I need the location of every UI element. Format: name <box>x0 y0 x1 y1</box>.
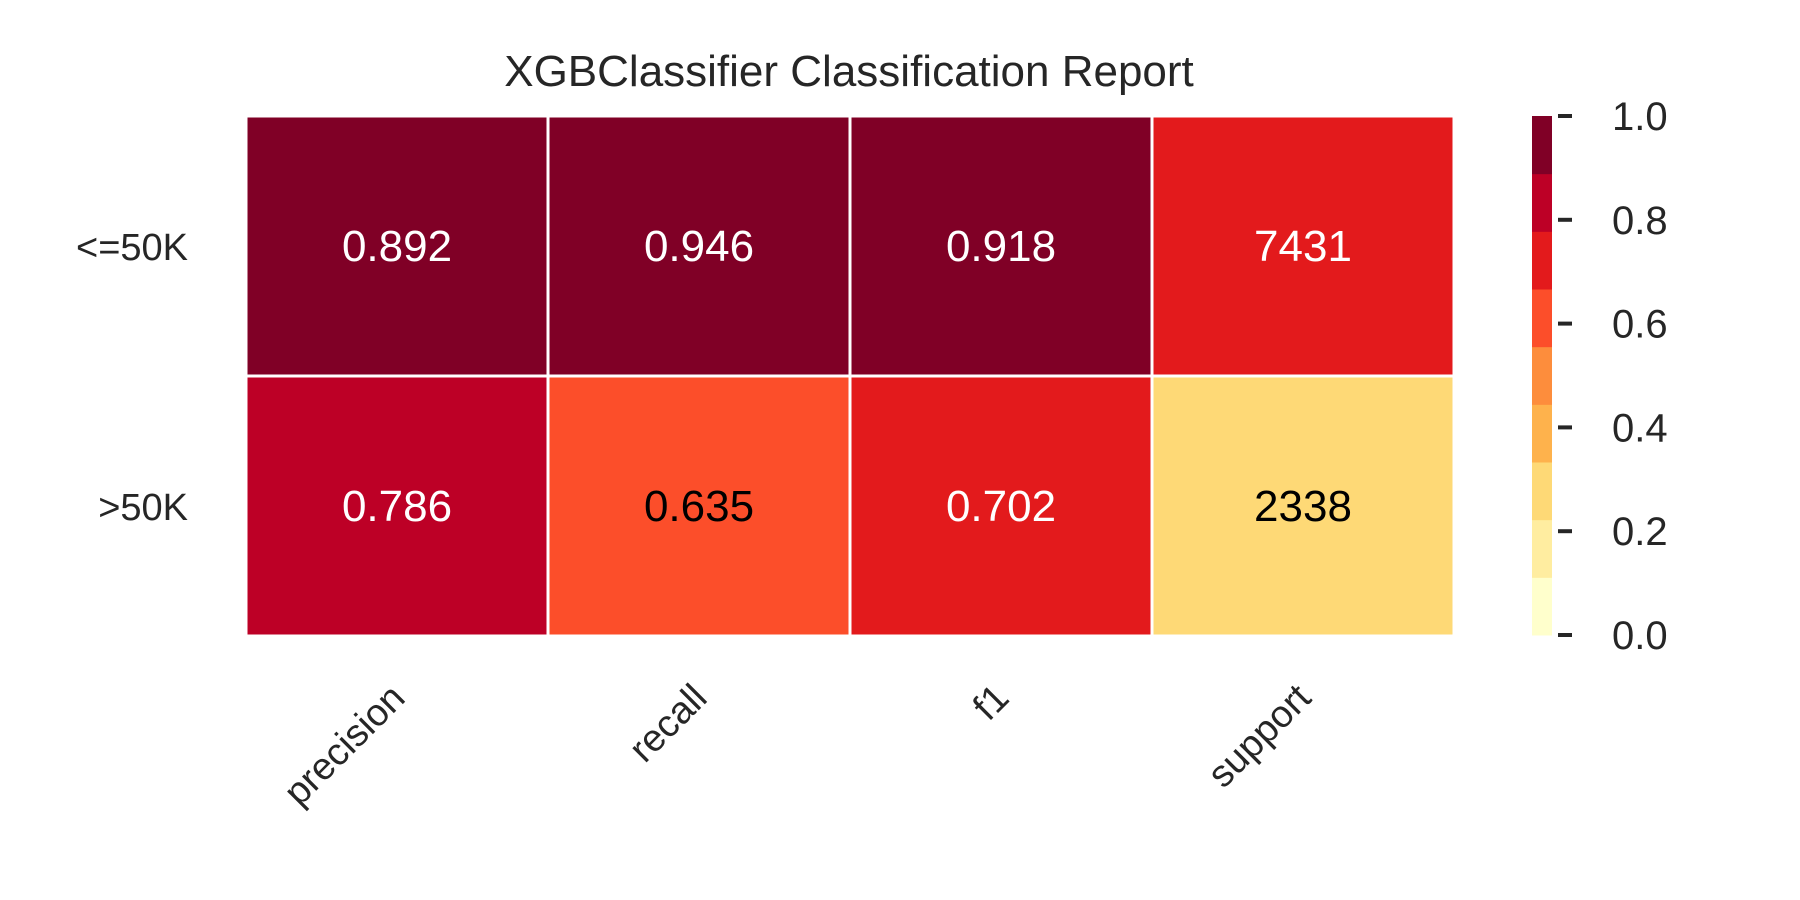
cell-value-label: 0.702 <box>946 482 1056 531</box>
heatmap-cell <box>546 374 852 638</box>
cell-value-label: 7431 <box>1254 222 1352 271</box>
colorbar-segment <box>1532 173 1552 232</box>
colorbar-segment <box>1532 231 1552 290</box>
colorbar-segment <box>1532 404 1552 463</box>
colorbar-tick-label: 0.8 <box>1612 199 1668 243</box>
heatmap-cell <box>244 374 550 638</box>
colorbar-tick-label: 0.0 <box>1612 614 1668 658</box>
heatmap-cell <box>1150 374 1456 638</box>
cell-value-label: 0.786 <box>342 482 452 531</box>
cell-value-label: 0.918 <box>946 222 1056 271</box>
column-label: f1 <box>965 677 1017 729</box>
cell-value-label: 0.946 <box>644 222 754 271</box>
colorbar-segment <box>1532 289 1552 348</box>
row-label: <=50K <box>76 227 188 269</box>
row-label: >50K <box>98 487 188 529</box>
colorbar-segment <box>1532 462 1552 521</box>
heatmap-cell <box>546 114 852 378</box>
column-label: precision <box>276 677 413 814</box>
cell-value-label: 0.635 <box>644 482 754 531</box>
colorbar-tick-label: 1.0 <box>1612 95 1668 139</box>
column-label: recall <box>621 677 715 771</box>
cell-value-label: 0.892 <box>342 222 452 271</box>
colorbar: 0.0 0.2 0.4 0.6 0.8 1.0 <box>1532 95 1668 658</box>
colorbar-tick-label: 0.4 <box>1612 406 1668 450</box>
colorbar-tick-label: 0.6 <box>1612 303 1668 347</box>
colorbar-segment <box>1532 577 1552 636</box>
x-axis-tick-labels: precision recall f1 support <box>276 676 1320 814</box>
chart-title: XGBClassifier Classification Report <box>504 47 1194 96</box>
cell-value-label: 2338 <box>1254 482 1352 531</box>
column-label: support <box>1200 676 1320 796</box>
colorbar-segment <box>1532 346 1552 405</box>
colorbar-segment <box>1532 116 1552 175</box>
heatmap-cell <box>848 114 1154 378</box>
heatmap-cell <box>1150 114 1456 378</box>
colorbar-tick-label: 0.2 <box>1612 510 1668 554</box>
heatmap-cell <box>244 114 550 378</box>
colorbar-segment <box>1532 519 1552 578</box>
heatmap-grid: 0.892 0.946 0.918 7431 0.786 0.635 0.702 2338 <box>244 114 1456 638</box>
y-axis-tick-labels: <=50K >50K <box>76 227 188 529</box>
heatmap-cell <box>848 374 1154 638</box>
